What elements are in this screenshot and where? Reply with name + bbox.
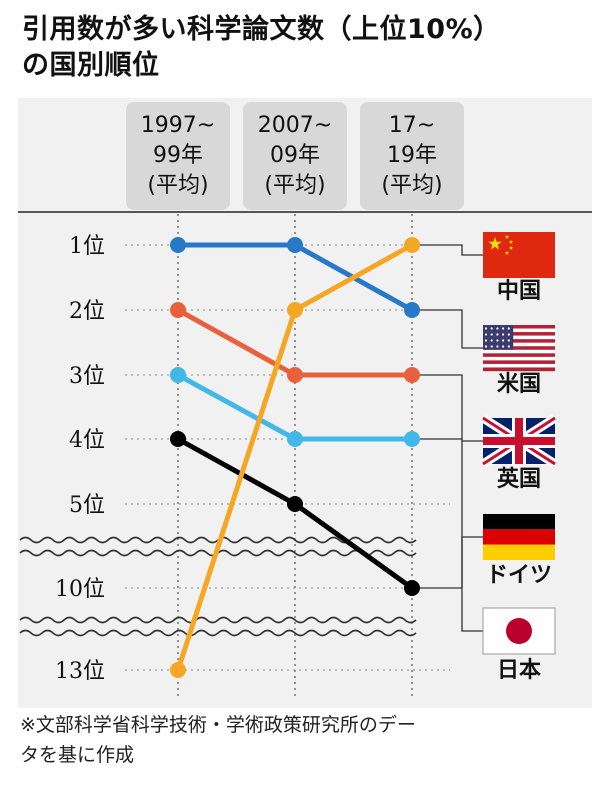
period-label: (平均)	[264, 173, 325, 198]
country-label: ドイツ	[486, 563, 552, 588]
germany-flag-icon	[483, 514, 555, 560]
data-point	[404, 580, 420, 596]
data-point	[404, 237, 420, 253]
china-flag-icon	[483, 232, 555, 278]
data-point	[170, 662, 186, 678]
data-point	[287, 367, 303, 383]
chart-title: 引用数が多い科学論文数（上位10%） の国別順位	[22, 12, 582, 84]
rank-label: 3位	[69, 364, 105, 389]
data-point	[404, 431, 420, 447]
data-point	[404, 302, 420, 318]
chart-title-line2: の国別順位	[22, 50, 160, 81]
rank-label: 1位	[69, 234, 105, 259]
source-note-line2: タを基に作成	[20, 744, 135, 766]
data-point	[287, 431, 303, 447]
axis-break-wave	[19, 616, 417, 624]
series-line	[175, 242, 415, 313]
rank-label: 5位	[69, 493, 105, 518]
chart-title-line1: 引用数が多い科学論文数（上位10%）	[22, 14, 501, 45]
data-point	[287, 237, 303, 253]
rank-label: 4位	[69, 428, 105, 453]
legend-connector	[420, 536, 483, 589]
data-point	[170, 367, 186, 383]
country-label: 英国	[497, 467, 541, 492]
data-point	[170, 431, 186, 447]
legend-connector	[420, 374, 483, 442]
axis-break-wave	[19, 629, 417, 637]
legend-connector	[420, 309, 483, 349]
period-tab	[243, 102, 347, 210]
country-label: 米国	[497, 372, 541, 397]
data-point	[170, 302, 186, 318]
period-label: (平均)	[381, 173, 442, 198]
period-label: (平均)	[147, 173, 208, 198]
country-label: 中国	[497, 279, 541, 304]
japan-flag-icon	[482, 607, 556, 655]
rank-label: 13位	[55, 659, 105, 684]
usa-flag-icon	[483, 325, 555, 372]
period-label: 99年	[153, 143, 203, 168]
legend-connector	[420, 244, 483, 256]
period-tab	[126, 102, 230, 210]
period-tab	[360, 102, 464, 210]
period-label: 17~	[389, 113, 435, 138]
source-note-line1: ※文部科学省科学技術・学術政策研究所のデー	[20, 714, 416, 736]
source-note: ※文部科学省科学技術・学術政策研究所のデー タを基に作成	[20, 710, 580, 770]
period-label: 09年	[270, 143, 320, 168]
country-label: 日本	[497, 658, 541, 683]
legend-connector	[420, 438, 483, 632]
period-label: 19年	[387, 143, 437, 168]
uk-flag-icon	[480, 414, 558, 468]
rank-label: 10位	[55, 577, 105, 602]
data-point	[287, 496, 303, 512]
period-label: 2007~	[258, 113, 332, 138]
data-point	[170, 237, 186, 253]
rank-label: 2位	[69, 299, 105, 324]
data-point	[287, 302, 303, 318]
period-label: 1997~	[141, 113, 215, 138]
data-point	[404, 367, 420, 383]
